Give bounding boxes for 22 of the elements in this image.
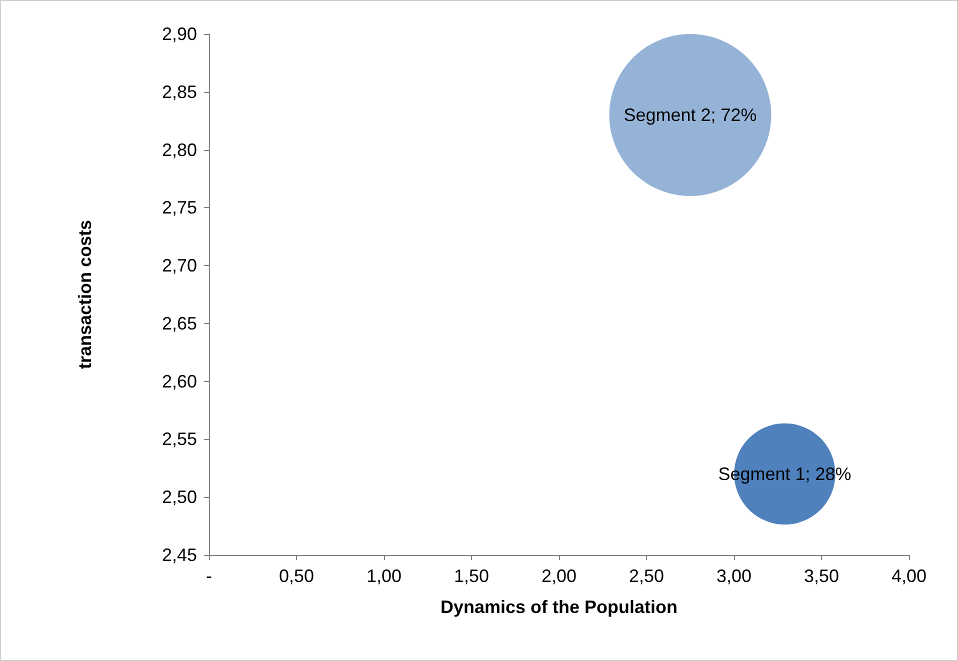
x-tick-label: 1,00: [366, 566, 402, 586]
y-tick-label: 2,90: [162, 24, 197, 44]
x-tick-label: 2,00: [541, 566, 577, 586]
y-axis-title: transaction costs: [75, 220, 95, 370]
x-tick-label: -: [206, 566, 212, 586]
y-tick-label: 2,70: [162, 256, 197, 276]
x-axis-title: Dynamics of the Population: [440, 597, 678, 617]
y-tick-label: 2,65: [162, 313, 197, 334]
y-tick-label: 2,45: [162, 545, 197, 565]
y-tick-label: 2,50: [162, 487, 197, 508]
x-tick-label: 0,50: [278, 566, 314, 586]
y-tick-label: 2,75: [162, 198, 197, 218]
y-tick-label: 2,80: [162, 140, 197, 160]
x-tick-label: 1,50: [454, 566, 490, 586]
y-tick-label: 2,55: [162, 429, 197, 450]
x-tick-label: 3,00: [716, 566, 752, 586]
x-tick-label: 4,00: [891, 566, 927, 586]
y-tick-label: 2,60: [162, 371, 197, 392]
y-tick-label: 2,85: [162, 82, 197, 102]
x-tick-label: 2,50: [628, 566, 664, 586]
data-label: Segment 2; 72%: [624, 105, 757, 126]
x-tick-label: 3,50: [804, 566, 840, 586]
